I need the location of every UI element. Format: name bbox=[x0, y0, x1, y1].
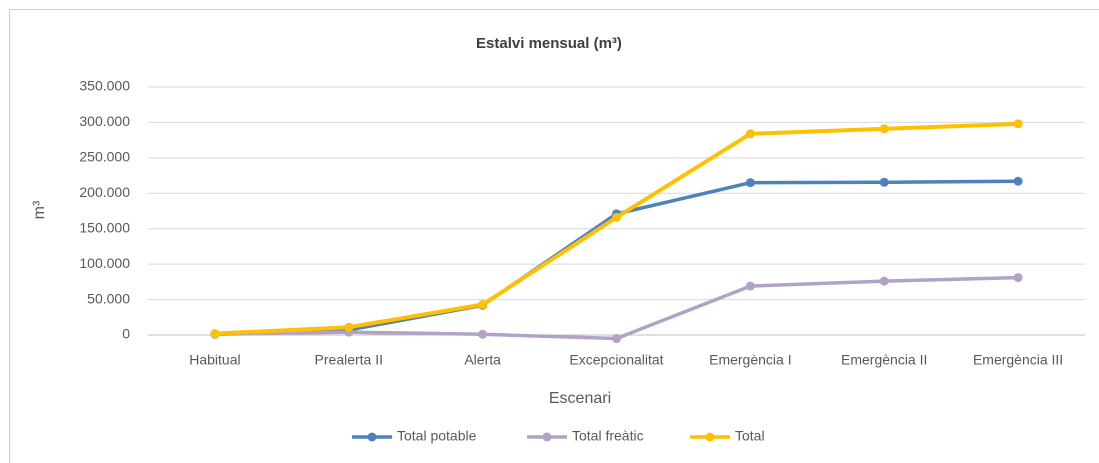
series-marker bbox=[879, 276, 889, 286]
series-marker bbox=[210, 329, 220, 339]
legend-label: Total potable bbox=[397, 428, 477, 444]
y-tick-label: 250.000 bbox=[79, 149, 130, 165]
series-marker bbox=[745, 178, 755, 188]
x-tick-label: Emergència II bbox=[841, 352, 927, 368]
x-tick-label: Emergència III bbox=[973, 352, 1063, 368]
legend-label: Total freàtic bbox=[572, 428, 644, 444]
x-tick-label: Excepcionalitat bbox=[569, 352, 663, 368]
y-tick-label: 200.000 bbox=[79, 184, 130, 200]
y-tick-label: 100.000 bbox=[79, 255, 130, 271]
legend-marker bbox=[367, 432, 377, 442]
series-marker bbox=[478, 300, 488, 310]
y-tick-label: 150.000 bbox=[79, 219, 130, 235]
y-tick-label: 0 bbox=[122, 326, 130, 342]
series-marker bbox=[612, 212, 621, 222]
series-marker bbox=[745, 281, 755, 291]
y-axis-label: m³ bbox=[31, 200, 48, 219]
series-marker bbox=[879, 124, 889, 134]
y-tick-label: 300.000 bbox=[79, 113, 130, 129]
series-marker bbox=[1013, 176, 1023, 186]
x-tick-label: Emergència I bbox=[709, 352, 791, 368]
y-tick-label: 350.000 bbox=[79, 78, 130, 94]
series-marker bbox=[879, 177, 889, 187]
chart-title: Estalvi mensual (m³) bbox=[476, 35, 622, 52]
series-marker bbox=[1013, 273, 1023, 283]
series-marker bbox=[1013, 119, 1023, 129]
legend-marker bbox=[705, 432, 715, 442]
series-marker bbox=[344, 322, 354, 332]
series-marker bbox=[612, 334, 621, 344]
legend-marker bbox=[542, 432, 552, 442]
chart-border bbox=[9, 9, 1099, 463]
x-tick-label: Habitual bbox=[189, 352, 240, 368]
x-axis-label: Escenari bbox=[549, 390, 611, 407]
x-tick-label: Alerta bbox=[464, 352, 501, 368]
x-tick-label: Prealerta II bbox=[315, 352, 383, 368]
series-marker bbox=[478, 329, 488, 339]
legend-label: Total bbox=[735, 428, 765, 444]
y-tick-label: 50.000 bbox=[87, 290, 130, 306]
series-marker bbox=[745, 129, 755, 139]
